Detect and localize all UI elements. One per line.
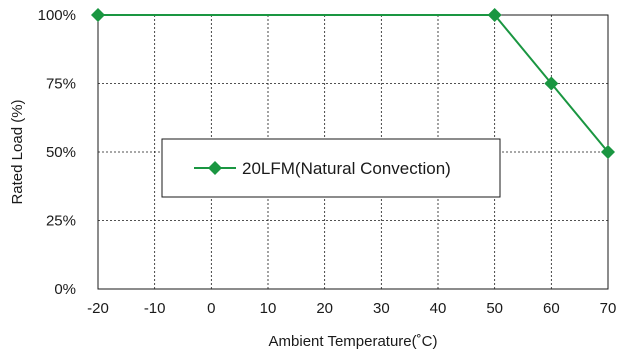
- x-tick-label: 30: [373, 300, 390, 317]
- y-axis-title: Rated Load (%): [9, 99, 26, 204]
- y-tick-label: 50%: [46, 144, 76, 161]
- data-point-diamond-marker: [487, 8, 502, 22]
- x-tick-label: 0: [207, 300, 215, 317]
- x-tick-label: 40: [430, 300, 447, 317]
- data-point-diamond-marker: [544, 76, 559, 91]
- y-tick-label: 75%: [46, 76, 76, 93]
- legend-series-label: 20LFM(Natural Convection): [242, 159, 451, 178]
- y-tick-label: 100%: [38, 7, 76, 24]
- series-group: [91, 8, 615, 159]
- data-point-diamond-marker: [91, 8, 105, 22]
- x-tick-label: 70: [600, 300, 617, 317]
- x-tick-label: 60: [543, 300, 560, 317]
- x-tick-label: 20: [316, 300, 333, 317]
- x-tick-label: 10: [260, 300, 277, 317]
- y-tick-label: 25%: [46, 213, 76, 230]
- data-point-diamond-marker: [601, 145, 615, 159]
- x-tick-labels: -20 -10 0 10 20 30 40 50 60 70: [87, 300, 616, 317]
- legend: 20LFM(Natural Convection): [161, 138, 501, 198]
- y-tick-label: 0%: [54, 281, 76, 298]
- series-line: [98, 14, 609, 153]
- x-axis-title: Ambient Temperature(˚C): [269, 333, 438, 350]
- x-tick-label: -20: [87, 300, 109, 317]
- y-tick-labels: 0% 25% 50% 75% 100%: [38, 7, 76, 298]
- x-tick-label: -10: [144, 300, 166, 317]
- legend-diamond-marker: [208, 161, 222, 175]
- x-tick-label: 50: [486, 300, 503, 317]
